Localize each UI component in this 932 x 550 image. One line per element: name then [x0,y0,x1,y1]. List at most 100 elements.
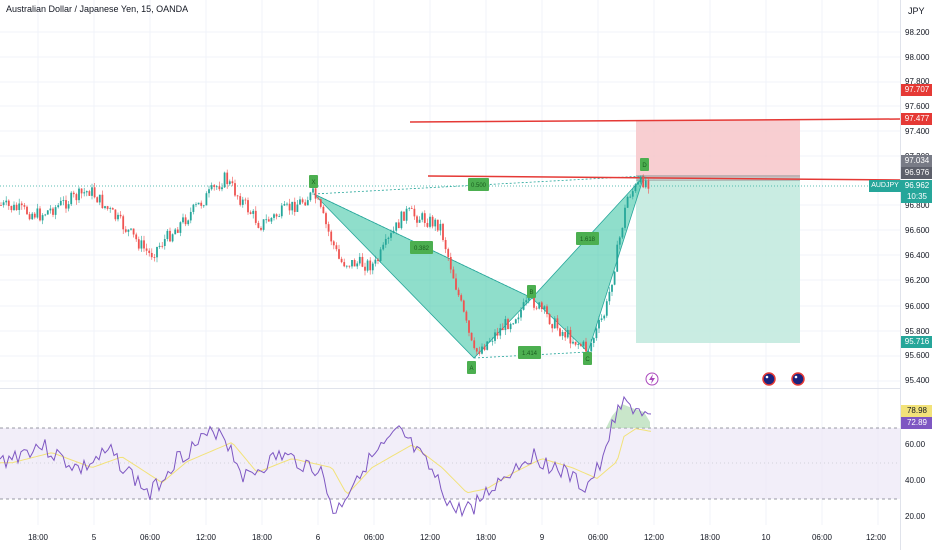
candle-body [158,245,161,247]
candle-body [540,302,543,310]
candle-body [325,213,327,225]
candle-body [174,229,177,235]
candle-body [39,208,41,221]
candle-body [166,230,169,240]
candle-body [122,216,125,230]
candle-body [137,239,140,249]
candle-body [400,211,403,229]
candle-body [405,208,408,221]
au-flag-icon[interactable] [762,372,776,386]
candle-body [101,194,104,209]
candle-body [213,185,216,187]
time-label: 10 [761,533,771,542]
candle-body [13,204,15,211]
candle-body [57,205,60,208]
candle-body [572,341,574,344]
candle-body [509,323,512,330]
price-tick: 96.000 [905,302,930,311]
candle-body [577,344,580,345]
candle-body [7,200,10,206]
candle-body [340,258,343,263]
pane-divider[interactable] [0,388,900,389]
candle-body [517,317,520,320]
candle-body [507,319,509,330]
price-tick: 96.400 [905,251,930,260]
candle-body [637,182,639,185]
candle-body [546,306,548,315]
candle-body [330,231,333,242]
candle-body [582,341,585,346]
pattern-ratio-top: 0.500 [471,183,487,189]
candle-body [88,191,91,196]
candle-body [520,309,522,318]
candle-body [631,191,634,197]
candle-body [54,207,57,215]
chart-pane[interactable]: X 0.500 0.382 1.618 A B 1.414 C D [0,0,900,550]
price-tag-last: 96.962 [901,180,932,192]
time-label: 06:00 [363,533,385,542]
candle-body [179,222,182,233]
time-label: 06:00 [139,533,161,542]
lightning-icon[interactable] [645,372,659,386]
candle-body [36,208,39,218]
candle-body [421,213,424,220]
candle-body [70,192,73,205]
candle-body [135,234,138,240]
price-tick: 96.800 [905,201,930,210]
candle-body [556,318,559,329]
candle-body [587,351,590,353]
candle-body [31,213,34,220]
price-tick: 98.000 [905,53,930,62]
candle-body [127,229,130,232]
candle-body [124,229,127,232]
candle-body [504,319,507,331]
candle-body [215,186,218,188]
candle-body [143,240,145,249]
candle-body [252,210,255,214]
price-chart[interactable]: X 0.500 0.382 1.618 A B 1.414 C D [0,0,900,550]
pattern-ratio-ac: 1.414 [522,351,538,357]
candle-body [444,240,447,250]
time-label: 18:00 [251,533,273,542]
candle-body [543,306,546,310]
candle-body [226,172,229,185]
price-tick: 97.800 [905,77,930,86]
candle-body [457,289,460,296]
candle-body [130,228,132,230]
candle-body [41,215,44,221]
candle-body [403,211,405,221]
candle-body [15,204,18,210]
candle-body [566,329,569,338]
price-tick: 97.600 [905,102,930,111]
candle-body [559,328,561,336]
candle-body [236,195,239,197]
candle-body [312,188,314,193]
candle-body [111,208,114,210]
candle-body [613,271,616,285]
candle-body [148,250,151,253]
candle-body [348,265,351,267]
candle-body [608,291,611,302]
candle-body [2,202,5,206]
time-label: 12:00 [419,533,441,542]
candle-body [390,233,392,238]
price-axis[interactable]: 98.200 98.000 97.800 97.600 97.400 97.20… [869,0,932,550]
currency-label[interactable]: JPY [908,6,925,16]
rsi-value-tag: 78.98 [901,405,932,417]
candle-body [156,246,158,258]
candle-body [10,205,13,211]
candle-body [176,229,179,233]
candle-body [296,204,299,212]
au-flag-icon[interactable] [791,372,805,386]
symbol-title[interactable]: Australian Dollar / Japanese Yen, 15, OA… [6,4,189,14]
candle-body [145,248,148,251]
price-tag-upper: 97.707 [901,84,932,96]
time-label: 5 [91,533,97,542]
candle-body [569,329,572,344]
candle-body [314,188,317,199]
candle-body [228,181,231,185]
candle-body [345,265,348,267]
candle-body [605,301,608,316]
candle-body [561,331,564,336]
candle-body [265,219,268,221]
